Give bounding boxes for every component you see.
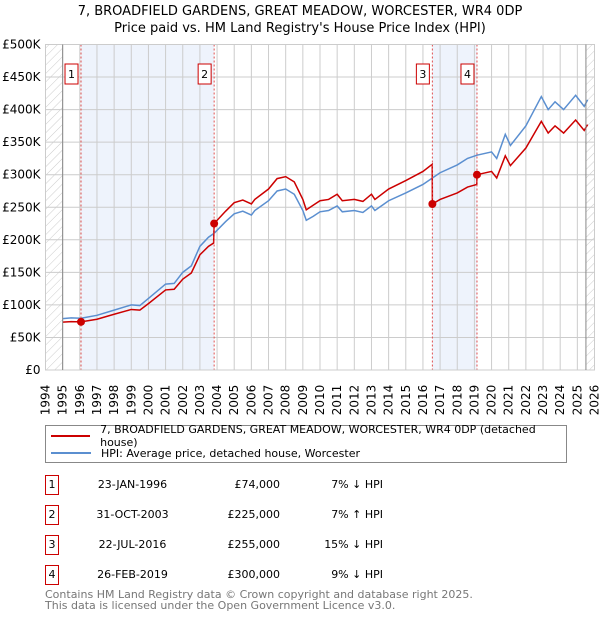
legend-swatch-blue	[51, 452, 91, 454]
x-tick-label: 2019	[467, 385, 481, 416]
sale-label-box	[64, 63, 79, 85]
sale-label-box	[415, 63, 430, 85]
x-tick-label: 1997	[90, 385, 104, 416]
sale-price: £74,000	[234, 478, 281, 491]
x-tick-label: 2007	[262, 385, 276, 416]
footer-line-1: Contains HM Land Registry data © Crown c…	[45, 588, 473, 601]
legend-item-hpi: HPI: Average price, detached house, Worc…	[46, 445, 360, 461]
y-tick-label: £100K	[2, 298, 42, 312]
x-tick-label: 2024	[553, 385, 567, 416]
y-tick-label: £500K	[2, 38, 42, 52]
sale-number: 2	[45, 505, 59, 525]
x-tick-label: 2018	[450, 385, 464, 416]
x-tick-label: 2020	[485, 385, 499, 416]
x-tick-label: 2022	[519, 385, 533, 416]
legend: 7, BROADFIELD GARDENS, GREAT MEADOW, WOR…	[45, 423, 567, 463]
sale-label-box	[197, 63, 212, 85]
y-tick-label: £200K	[2, 233, 42, 247]
chart-title: 7, BROADFIELD GARDENS, GREAT MEADOW, WOR…	[0, 3, 600, 37]
plot-border	[45, 44, 595, 371]
x-tick-label: 2004	[210, 385, 224, 416]
y-tick-label: £0	[25, 363, 40, 377]
y-tick-label: £350K	[2, 135, 42, 149]
x-tick-label: 2011	[330, 385, 344, 416]
sale-label-box	[460, 63, 475, 85]
legend-label: HPI: Average price, detached house, Worc…	[101, 446, 361, 460]
x-tick-label: 2009	[296, 385, 310, 416]
x-tick-label: 2006	[244, 385, 258, 416]
x-tick-label: 2002	[176, 385, 190, 416]
sale-point	[472, 170, 481, 179]
price-chart: 1 2 3 4 1994 1995 1996 1997 1998 1999 2000 2001 2002…	[2, 38, 600, 416]
sale-date: 22-JUL-2016	[98, 538, 167, 551]
sale-row: 2 31-OCT-2003 £225,000 7% ↑ HPI	[45, 505, 565, 525]
y-tick-label: £450K	[2, 70, 42, 84]
sale-label-number: 1	[68, 68, 75, 81]
x-tick-label: 2023	[536, 385, 550, 416]
title-line-2: Price paid vs. HM Land Registry's House …	[114, 21, 486, 36]
sale-hpi-diff: 15% ↓ HPI	[324, 538, 383, 551]
sale-label-number: 4	[464, 68, 471, 81]
y-tick-label: £400K	[2, 103, 42, 117]
sale-row: 3 22-JUL-2016 £255,000 15% ↓ HPI	[45, 535, 565, 555]
x-tick-label: 2008	[279, 385, 293, 416]
x-tick-label: 2017	[433, 385, 447, 416]
sale-point	[428, 199, 437, 208]
x-tick-label: 1994	[39, 385, 53, 416]
sale-label-number: 2	[201, 68, 208, 81]
sale-number: 3	[45, 535, 59, 555]
x-tick-label: 2016	[416, 385, 430, 416]
footer-line-2: This data is licensed under the Open Gov…	[45, 599, 396, 612]
x-tick-label: 2025	[570, 385, 584, 416]
x-tick-label: 2013	[364, 385, 378, 416]
sale-date: 31-OCT-2003	[96, 508, 169, 521]
x-tick-label: 2026	[588, 385, 600, 416]
sale-price: £300,000	[227, 568, 281, 581]
x-tick-label: 1999	[124, 385, 138, 416]
sale-price: £255,000	[227, 538, 281, 551]
legend-label: 7, BROADFIELD GARDENS, GREAT MEADOW, WOR…	[100, 423, 536, 449]
series-line-hpi	[62, 94, 589, 320]
legend-item-property: 7, BROADFIELD GARDENS, GREAT MEADOW, WOR…	[46, 423, 566, 449]
sale-row: 4 26-FEB-2019 £300,000 9% ↓ HPI	[45, 565, 565, 585]
sale-number: 1	[45, 475, 59, 495]
x-tick-label: 2015	[399, 385, 413, 416]
x-tick-label: 2014	[382, 385, 396, 416]
y-tick-label: £250K	[2, 200, 42, 214]
sale-point	[210, 219, 219, 228]
series-line-property	[62, 118, 589, 323]
x-tick-label: 2021	[502, 385, 516, 416]
sale-hpi-diff: 9% ↓ HPI	[331, 568, 383, 581]
sale-hpi-diff: 7% ↑ HPI	[331, 508, 383, 521]
x-tick-label: 2001	[159, 385, 173, 416]
sale-hpi-diff: 7% ↓ HPI	[331, 478, 383, 491]
footer: Contains HM Land Registry data © Crown c…	[45, 589, 473, 611]
sale-label-number: 3	[419, 68, 426, 81]
y-tick-label: £300K	[2, 168, 42, 182]
sale-point	[77, 317, 86, 326]
sale-date: 23-JAN-1996	[97, 478, 168, 491]
sale-price: £225,000	[227, 508, 281, 521]
y-tick-label: £150K	[2, 265, 42, 279]
sale-row: 1 23-JAN-1996 £74,000 7% ↓ HPI	[45, 475, 565, 495]
x-tick-label: 2005	[227, 385, 241, 416]
sale-number: 4	[45, 565, 59, 585]
x-tick-label: 1998	[107, 385, 121, 416]
y-tick-label: £50K	[10, 330, 42, 344]
sale-date: 26-FEB-2019	[97, 568, 168, 581]
x-tick-label: 2003	[193, 385, 207, 416]
x-tick-label: 1995	[56, 385, 70, 416]
x-tick-label: 1996	[73, 385, 87, 416]
x-tick-label: 2012	[347, 385, 361, 416]
legend-swatch-red	[51, 435, 91, 437]
x-tick-label: 2010	[313, 385, 327, 416]
title-line-1: 7, BROADFIELD GARDENS, GREAT MEADOW, WOR…	[77, 4, 523, 19]
x-tick-label: 2000	[141, 385, 155, 416]
